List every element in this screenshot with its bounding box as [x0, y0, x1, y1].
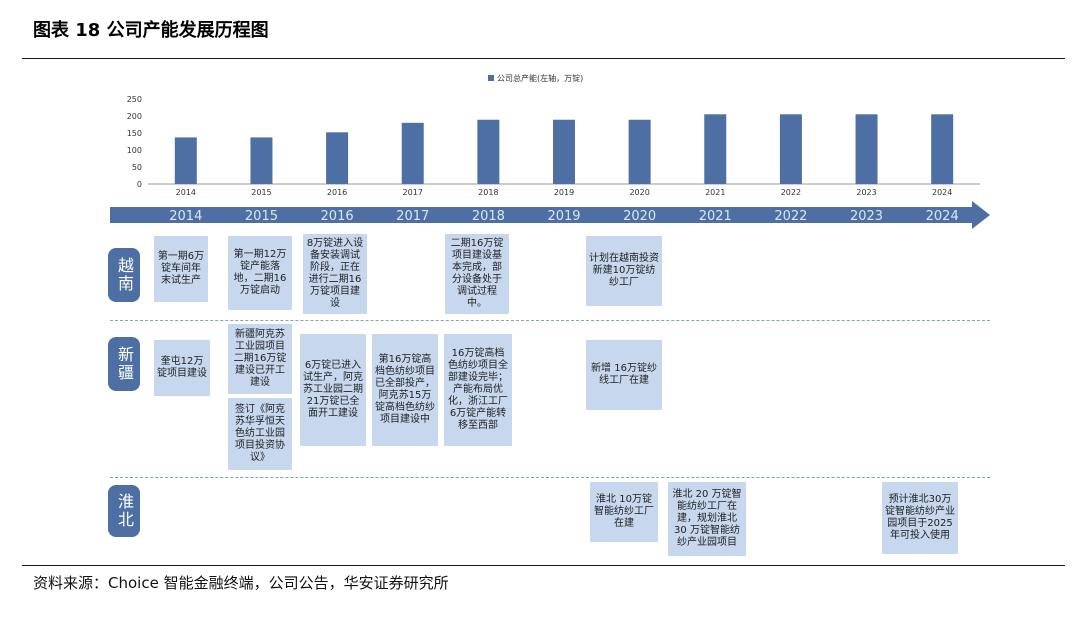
event-xj-2018: 16万锭高档色纺纱项目全部建设完毕；产能布局优化，浙江工厂6万锭产能转移至西部	[444, 334, 512, 446]
event-xj-2015a: 新疆阿克苏工业园项目二期16万锭建设已开工建设	[228, 324, 292, 394]
bar	[931, 114, 954, 184]
bar	[326, 132, 349, 184]
event-xj-2017: 第16万锭高档色纺纱项目已全部投产，阿克苏15万锭高档色纺纱项目建设中	[372, 334, 438, 446]
event-vn-2020: 计划在越南投资新建10万锭纺纱工厂	[586, 236, 662, 306]
y-axis: 0 50 100 150 200 250	[127, 95, 142, 189]
event-hb-2021: 淮北 20 万锭智能纺纱工厂在建，规划淮北30 万锭智能纺纱产业园项目	[668, 482, 746, 556]
bar	[401, 122, 424, 184]
timeline-year-label: 2014	[169, 209, 202, 224]
event-xj-2020: 新增 16万锭纱线工厂在建	[586, 340, 662, 410]
timeline-years: 2014 2015 2016 2017 2018 2019 2020 2021 2022 2023…	[169, 209, 958, 224]
x-tick-label: 2022	[781, 188, 801, 197]
timeline-year-label: 2020	[623, 209, 656, 224]
region-xinjiang: 新疆	[108, 337, 140, 391]
title-rule	[22, 58, 1065, 59]
event-vn-2016: 8万锭进入设备安装调试阶段，正在进行二期16万锭项目建设	[303, 234, 367, 314]
legend-label: 公司总产能(左轴，万锭)	[497, 73, 583, 83]
y-tick-label: 0	[137, 180, 142, 189]
x-axis: 2014 2015 2016 2017 2018 2019 2020 2021 2022 2023…	[176, 188, 953, 197]
timeline-year-label: 2016	[321, 209, 354, 224]
timeline-year-label: 2018	[472, 209, 505, 224]
bar	[553, 119, 575, 184]
y-tick-label: 200	[127, 112, 142, 121]
x-tick-label: 2019	[554, 188, 574, 197]
event-vn-2015: 第一期12万锭产能落地，二期16万锭启动	[228, 236, 292, 310]
bar	[779, 114, 802, 184]
x-tick-label: 2017	[403, 188, 423, 197]
timeline-year-label: 2015	[245, 209, 278, 224]
timeline-year-label: 2023	[850, 209, 883, 224]
event-hb-2020: 淮北 10万锭智能纺纱工厂在建	[590, 482, 658, 542]
region-huaibei: 淮北	[108, 485, 140, 537]
timeline-year-label: 2021	[699, 209, 732, 224]
legend-swatch	[488, 75, 494, 81]
x-tick-label: 2016	[327, 188, 347, 197]
x-tick-label: 2015	[251, 188, 271, 197]
timeline-arrow-shape	[110, 201, 990, 229]
bar	[477, 119, 500, 184]
timeline-year-label: 2017	[396, 209, 429, 224]
x-tick-label: 2020	[629, 188, 649, 197]
event-xj-2014: 奎屯12万锭项目建设	[154, 340, 210, 396]
bar	[855, 114, 878, 184]
region-vietnam: 越南	[108, 248, 140, 302]
y-tick-label: 100	[127, 146, 142, 155]
x-tick-label: 2021	[705, 188, 725, 197]
y-tick-label: 150	[127, 129, 142, 138]
bar	[628, 119, 651, 184]
timeline-year-label: 2022	[774, 209, 807, 224]
y-tick-label: 50	[132, 163, 142, 172]
source-note: 资料来源：Choice 智能金融终端，公司公告，华安证券研究所	[33, 574, 449, 592]
figure-title: 图表 18 公司产能发展历程图	[33, 20, 269, 41]
divider-2	[110, 477, 990, 478]
event-hb-2024: 预计淮北30万锭智能纺纱产业园项目于2025年可投入使用	[882, 482, 958, 554]
bars-group	[174, 114, 954, 184]
x-tick-label: 2014	[176, 188, 196, 197]
y-tick-label: 250	[127, 95, 142, 104]
event-xj-2016: 6万锭已进入试生产，阿克苏工业园二期21万锭已全面开工建设	[300, 334, 366, 446]
bar	[704, 114, 727, 184]
source-rule	[22, 565, 1065, 566]
event-xj-2015b: 签订《阿克苏华孚恒天色纺工业园项目投资协议》	[228, 398, 292, 470]
chart-legend: 公司总产能(左轴，万锭)	[488, 73, 583, 83]
event-vn-2014: 第一期6万锭车间年末试生产	[154, 236, 208, 302]
x-tick-label: 2023	[856, 188, 876, 197]
timeline-year-label: 2024	[926, 209, 959, 224]
x-tick-label: 2018	[478, 188, 498, 197]
x-tick-label: 2024	[932, 188, 952, 197]
event-vn-2018: 二期16万锭项目建设基本完成，部分设备处于调试过程中。	[445, 234, 509, 314]
bar	[250, 137, 273, 184]
bar	[174, 137, 197, 184]
divider-1	[110, 320, 990, 321]
timeline-year-label: 2019	[547, 209, 580, 224]
